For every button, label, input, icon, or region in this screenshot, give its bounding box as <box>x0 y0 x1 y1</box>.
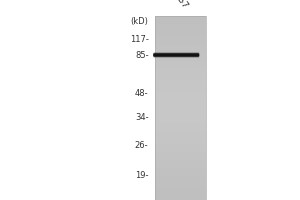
Bar <box>154 124 206 126</box>
Bar <box>154 119 206 122</box>
Bar <box>154 20 206 23</box>
Bar <box>154 36 206 39</box>
Bar <box>154 82 206 85</box>
Bar <box>154 98 206 101</box>
Bar <box>154 179 206 182</box>
Text: 117-: 117- <box>130 34 148 44</box>
Bar <box>154 128 206 131</box>
Bar <box>154 133 206 136</box>
Bar <box>154 71 206 73</box>
Bar <box>154 121 206 124</box>
Bar <box>154 167 206 170</box>
Bar <box>154 85 206 87</box>
FancyBboxPatch shape <box>153 53 199 57</box>
Bar <box>154 52 206 55</box>
Bar <box>154 57 206 60</box>
Bar <box>154 126 206 129</box>
Bar <box>154 87 206 90</box>
Bar <box>154 186 206 188</box>
Bar <box>154 149 206 152</box>
Bar <box>154 103 206 106</box>
Bar <box>154 78 206 80</box>
Bar <box>154 172 206 175</box>
Bar <box>154 158 206 161</box>
Bar <box>154 114 206 117</box>
Bar <box>154 170 206 172</box>
Text: 48-: 48- <box>135 90 148 98</box>
Bar <box>154 112 206 115</box>
Bar <box>154 68 206 71</box>
Bar <box>154 29 206 32</box>
Bar <box>154 160 206 163</box>
Bar <box>154 55 206 57</box>
Text: 34-: 34- <box>135 114 148 122</box>
Bar <box>154 188 206 191</box>
Bar <box>154 177 206 179</box>
Bar <box>154 190 206 193</box>
Bar <box>154 108 206 110</box>
Bar <box>154 154 206 156</box>
Bar <box>154 34 206 37</box>
Bar <box>154 105 206 108</box>
Bar <box>154 195 206 198</box>
Bar <box>154 156 206 159</box>
Bar <box>154 131 206 133</box>
Bar <box>154 163 206 166</box>
Bar <box>154 184 206 186</box>
Bar <box>154 140 206 142</box>
Bar <box>154 39 206 41</box>
Text: (kD): (kD) <box>130 17 148 26</box>
Bar <box>154 32 206 34</box>
Bar <box>154 75 206 78</box>
Bar <box>154 147 206 149</box>
Bar <box>154 138 206 140</box>
Bar <box>154 66 206 69</box>
Bar <box>154 94 206 96</box>
Text: 19-: 19- <box>135 170 148 180</box>
Bar <box>154 22 206 25</box>
Bar <box>154 16 206 18</box>
Bar <box>154 73 206 76</box>
Bar <box>154 25 206 27</box>
Bar <box>154 64 206 67</box>
Bar <box>154 181 206 184</box>
FancyBboxPatch shape <box>153 54 199 56</box>
Bar <box>154 59 206 62</box>
Bar <box>154 165 206 168</box>
Bar <box>154 27 206 30</box>
Bar <box>154 62 206 64</box>
FancyBboxPatch shape <box>153 53 199 57</box>
Bar <box>154 96 206 99</box>
Bar <box>154 117 206 119</box>
Bar <box>154 142 206 145</box>
Bar <box>154 193 206 195</box>
Bar <box>154 174 206 177</box>
Bar <box>154 48 206 50</box>
Text: 85-: 85- <box>135 50 148 60</box>
Bar <box>154 50 206 53</box>
Bar <box>154 92 206 94</box>
Bar <box>154 46 206 48</box>
Bar <box>154 89 206 92</box>
Text: COS7: COS7 <box>168 0 189 10</box>
Bar <box>154 135 206 138</box>
FancyBboxPatch shape <box>153 52 199 58</box>
Text: 26-: 26- <box>135 142 148 150</box>
Bar <box>154 18 206 21</box>
Bar <box>154 197 206 200</box>
Bar <box>154 80 206 83</box>
Bar <box>154 151 206 154</box>
Bar <box>154 43 206 46</box>
Bar <box>154 144 206 147</box>
Bar <box>154 110 206 113</box>
Bar <box>154 101 206 103</box>
Bar <box>154 41 206 44</box>
Bar <box>154 16 206 200</box>
